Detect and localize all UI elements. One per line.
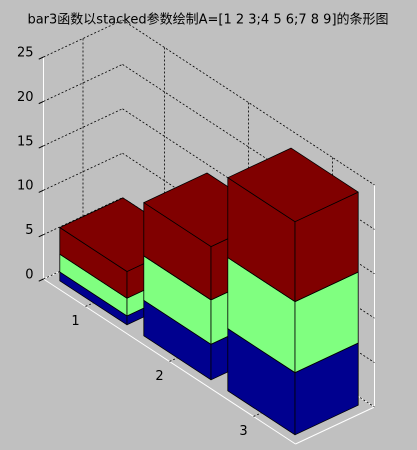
chart-title: bar3函数以stacked参数绘制A=[1 2 3;4 5 6;7 8 9]的… [27,12,388,28]
y-tick-label: 3 [239,424,247,439]
y-tick-label: 2 [155,369,163,384]
grid-line [43,108,123,147]
z-tick-label: 0 [25,268,33,283]
bar-top-face [227,147,359,223]
y-tick-label: 1 [71,314,79,329]
z-tick-label: 20 [17,90,34,105]
grid-line [43,152,123,191]
tick-mark [38,56,44,60]
grid-line [43,197,123,235]
z-tick-label: 10 [17,179,34,194]
tick-mark [38,234,44,238]
grid-line [43,19,123,58]
z-tick-label: 15 [17,134,34,149]
tick-mark [38,189,44,193]
bar [227,147,359,303]
z-tick-label: 25 [17,46,34,61]
tick-mark [38,100,44,105]
z-tick-label: 5 [25,223,33,238]
axis-edge [295,406,375,445]
tick-mark [38,145,44,149]
tick-mark [38,278,44,282]
grid-line [43,64,123,102]
